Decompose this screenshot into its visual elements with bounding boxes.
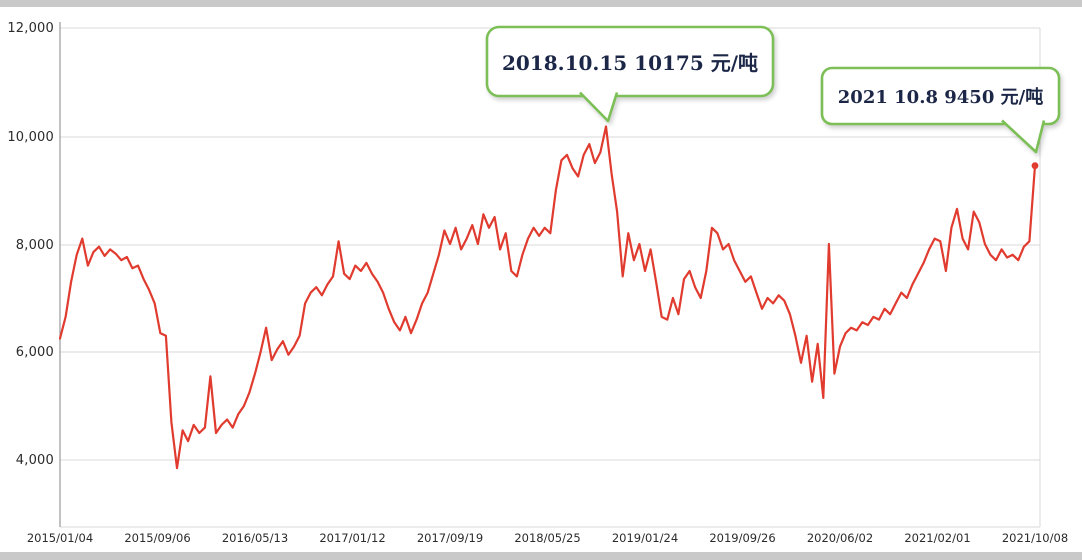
x-tick-label-8: 2020/06/02 [806, 531, 874, 545]
callout-2018-tail [579, 91, 619, 123]
annotation-2021-label: 2021 10.8 9450 元/吨 [837, 87, 1044, 108]
callout-2021-bubble [820, 66, 1061, 154]
screenshot-bottom-margin [0, 552, 1082, 560]
x-tick-label-0: 2015/01/04 [26, 531, 94, 545]
x-tick-label-7: 2019/09/26 [709, 531, 776, 545]
y-tick-label-10000: 10,000 [7, 130, 54, 145]
y-tick-label-8000: 8,000 [15, 238, 54, 253]
callout-2018-bubble [485, 25, 775, 123]
price-line [58, 125, 1037, 470]
callout-2021-tail [1001, 119, 1046, 154]
y-tick-label-4000: 4,000 [15, 453, 54, 468]
x-tick-label-10: 2021/10/08 [1001, 531, 1069, 545]
x-tick-label-3: 2017/01/12 [319, 531, 386, 545]
last-point-dot [1031, 162, 1039, 170]
x-tick-label-2: 2016/05/13 [221, 531, 289, 545]
x-tick-label-1: 2015/09/06 [124, 531, 191, 545]
x-tick-label-9: 2021/02/01 [904, 531, 971, 545]
annotation-2018-label: 2018.10.15 10175 元/吨 [501, 51, 759, 75]
x-tick-label-4: 2017/09/19 [416, 531, 484, 545]
y-tick-label-12000: 12,000 [7, 21, 54, 36]
callout-2018-box [485, 25, 775, 98]
callout-2021-box [820, 66, 1061, 126]
x-tick-label-6: 2019/01/24 [611, 531, 679, 545]
screenshot-top-margin [0, 0, 1082, 7]
x-tick-label-5: 2018/05/25 [514, 531, 581, 545]
y-tick-label-6000: 6,000 [15, 345, 54, 360]
